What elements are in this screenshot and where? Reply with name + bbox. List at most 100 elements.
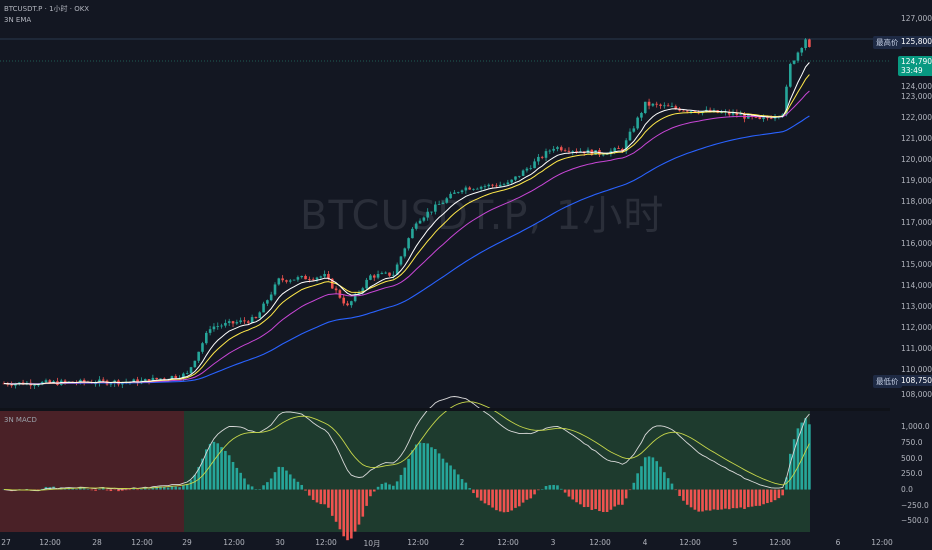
candle-body [380,273,384,275]
candle-body [266,300,269,304]
macd-histogram-bar [262,485,265,490]
candle-body [689,111,693,112]
time-tick-label: 12:00 [315,538,337,547]
candle-body [773,117,777,119]
candle-body [521,170,525,176]
macd-histogram-bar [594,489,597,510]
macd-histogram-bar [197,467,200,490]
time-tick-label: 12:00 [407,538,429,547]
time-tick-label: 12:00 [679,538,701,547]
macd-histogram-bar [495,489,498,511]
macd-histogram-bar [670,483,674,490]
price-tick-label: 116,000.0 [901,239,932,248]
macd-histogram-bar [579,489,582,505]
macd-histogram-bar [739,489,742,508]
macd-histogram-bar [231,461,235,490]
price-tick-label: 112,000.0 [901,323,932,332]
candle-body [10,384,13,386]
macd-histogram-bar [311,489,315,500]
macd-histogram-bar [777,489,781,499]
pane-separator[interactable] [0,408,890,411]
candle-body [193,360,197,368]
macd-histogram-bar [281,467,284,490]
candle-body [468,187,471,190]
time-tick-label: 4 [642,538,648,547]
candle-body [502,184,506,186]
candle-body [663,105,666,107]
macd-histogram-bar [384,482,387,490]
time-tick-label: 12:00 [39,538,61,547]
macd-histogram-bar [476,489,479,498]
candle-body [601,154,605,156]
macd-histogram-bar [94,489,97,491]
price-tick-label: 124,000.0 [901,82,932,91]
candle-body [52,381,55,383]
price-tick-label: 111,000.0 [901,344,932,353]
macd-histogram-bar [792,439,796,490]
candle-body [445,198,449,203]
candle-body [540,156,544,158]
macd-histogram-bar [789,453,792,490]
candle-body [472,188,475,190]
macd-histogram-bar [525,489,529,500]
macd-indicator-label[interactable]: 3N MACD [4,416,37,424]
macd-histogram-bar [563,489,567,493]
macd-histogram-bar [804,418,807,490]
macd-histogram-bar [90,489,94,491]
macd-histogram-bar [414,444,418,490]
macd-histogram-bar [395,481,399,490]
macd-histogram-bar [479,489,483,501]
candle-body [727,111,731,115]
candle-body [525,168,529,171]
macd-histogram-bar [643,457,647,490]
price-tick-label: 123,000.0 [901,92,932,101]
macd-histogram-bar [483,489,487,504]
macd-histogram-bar [685,489,689,505]
candle-body [327,273,330,279]
macd-histogram-bar [418,442,422,490]
candle-body [311,279,315,281]
macd-histogram-bar [682,489,685,501]
candle-body [476,188,479,190]
high-price-tag: 125,800.0 [898,36,932,47]
time-tick-label: 12:00 [131,538,153,547]
macd-bullish-zone [184,410,810,532]
macd-histogram-bar [136,489,139,491]
candle-body [800,47,804,53]
candle-body [441,202,445,205]
symbol-title[interactable]: BTCUSDT.P · 1小时 · OKX [4,5,90,13]
candle-body [498,184,502,187]
macd-histogram-bar [166,487,170,490]
macd-histogram-bar [205,449,208,490]
price-tick-label: 118,000.0 [901,197,932,206]
candle-body [808,39,811,48]
macd-histogram-bar [445,462,449,490]
macd-tick-label: 1,000.0 [901,422,930,431]
macd-histogram-bar [754,489,758,506]
macd-histogram-bar [605,489,609,512]
macd-histogram-bar [727,489,731,510]
candle-body [197,351,200,361]
candle-body [414,223,418,229]
candles-layer [2,37,811,390]
candle-body [754,116,758,118]
macd-histogram-bar [151,487,155,490]
candle-body [159,378,162,380]
candle-body [357,292,361,295]
ema-indicator-label[interactable]: 3N EMA [4,16,32,24]
candle-body [48,380,52,383]
macd-histogram-bar [273,472,277,490]
candle-body [758,117,762,119]
candle-body [231,321,235,324]
last-price-tag: 124,790.4 33:49 [898,56,932,76]
candle-body [285,280,288,282]
macd-histogram-bar [430,447,433,490]
candle-body [693,111,697,113]
macd-histogram-bar [258,489,262,490]
candle-body [422,217,426,221]
candle-body [613,148,617,151]
candle-body [136,379,139,384]
candle-body [201,343,204,352]
